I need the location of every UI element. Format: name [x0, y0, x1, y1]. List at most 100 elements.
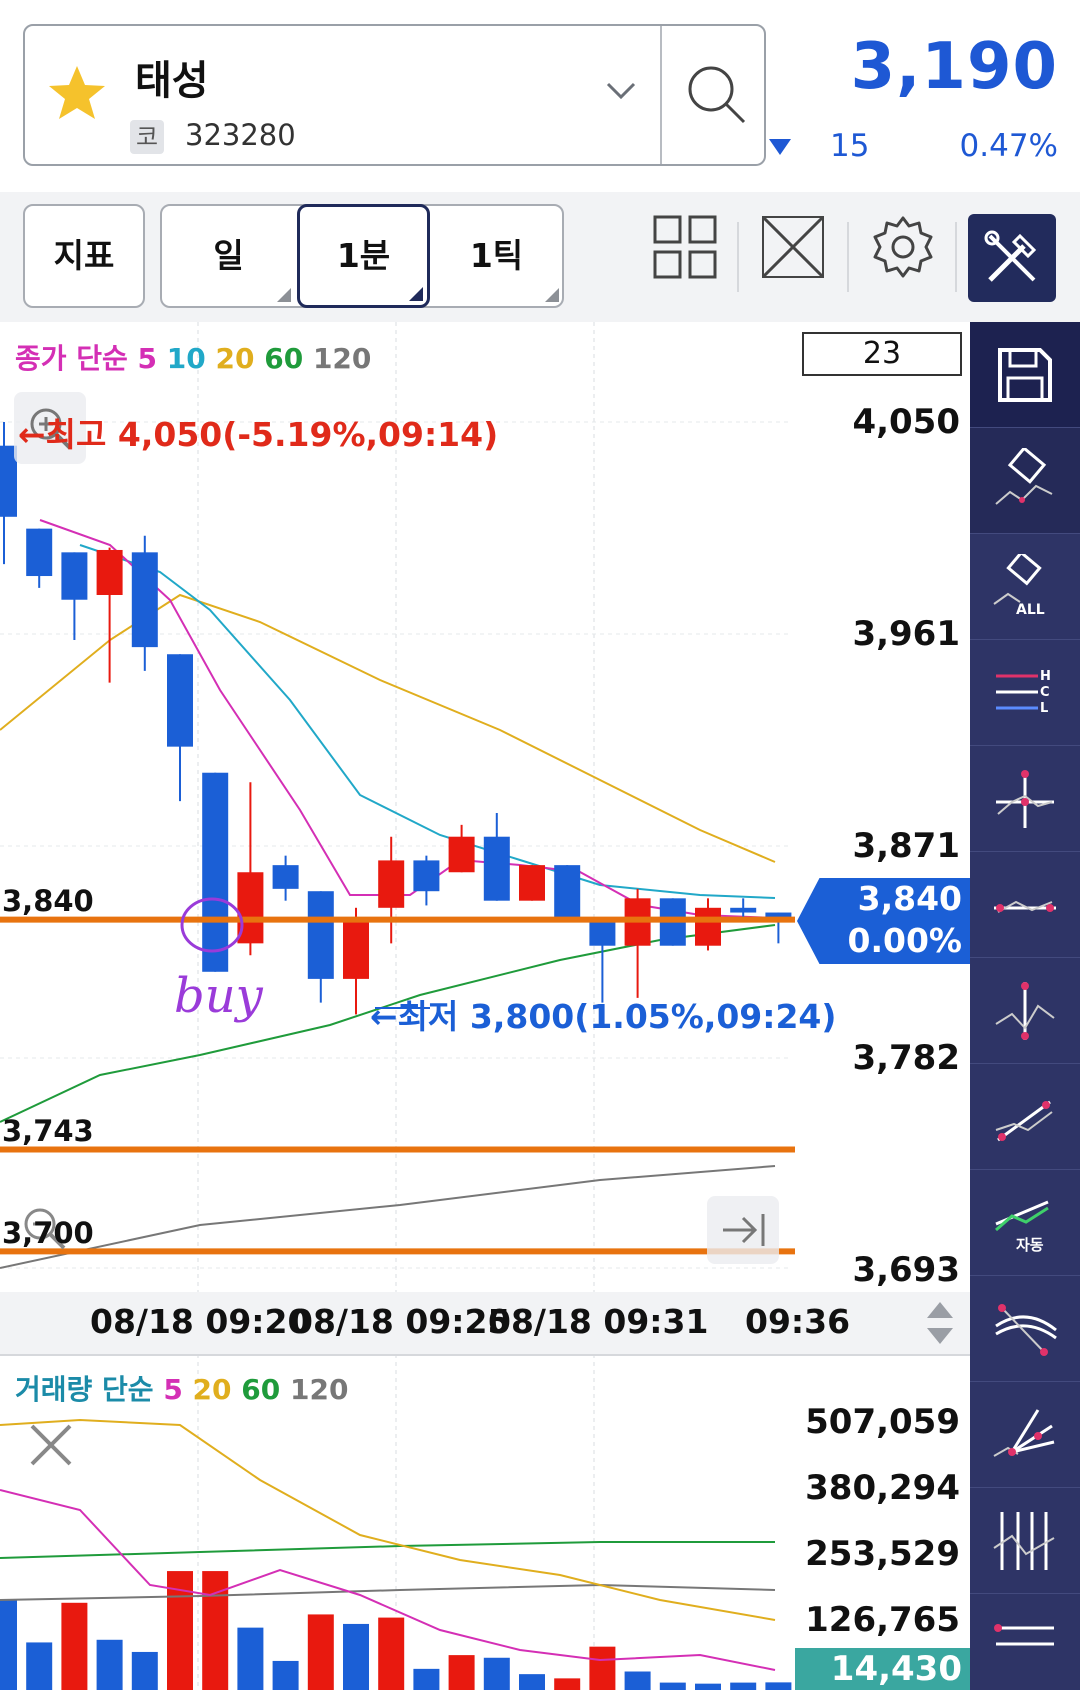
volume-bar: [589, 1646, 616, 1690]
volume-legend-prefix: 거래량 단순: [15, 1373, 154, 1406]
fan-tool-button[interactable]: [970, 1382, 1080, 1488]
volume-bar: [695, 1683, 721, 1690]
volume-bar: [483, 1657, 510, 1690]
crosshair-line-button[interactable]: [970, 746, 1080, 852]
current-price: 3,190: [850, 30, 1058, 104]
x-tick: 08/18 09:25: [290, 1302, 511, 1341]
y-tick: 3,961: [852, 614, 960, 654]
period-lines-button[interactable]: [970, 1488, 1080, 1594]
annotation-circle: [180, 897, 244, 953]
volume-bar: [343, 1623, 369, 1690]
candle-body: [0, 445, 17, 517]
resize-updown-icon[interactable]: [925, 1298, 955, 1348]
high-price-label: ←최고 4,050(-5.19%,09:14): [18, 408, 498, 456]
arc-tool-button[interactable]: [970, 1276, 1080, 1382]
layout-grid-icon[interactable]: [650, 212, 720, 282]
chevron-down-icon[interactable]: [605, 81, 637, 101]
price-change: 15: [830, 128, 870, 164]
volume-bar: [131, 1651, 158, 1690]
horizontal-line-button[interactable]: [970, 852, 1080, 958]
tab-1tick[interactable]: 1틱: [430, 206, 563, 306]
legend-vma20: 20: [192, 1373, 232, 1406]
volume-bar: [730, 1682, 757, 1690]
candle-body: [483, 836, 510, 901]
price-legend[interactable]: 종가 단순 5 10 20 60 120: [15, 337, 371, 377]
fan-icon: [993, 1409, 1055, 1457]
tab-1min[interactable]: 1분: [297, 204, 430, 308]
legend-vma60: 60: [241, 1373, 281, 1406]
vertical-line-button[interactable]: [970, 958, 1080, 1064]
y-tick: 4,050: [852, 402, 960, 442]
close-icon[interactable]: [28, 1422, 74, 1468]
price-volume-chart[interactable]: [0, 322, 970, 1690]
eraser-button[interactable]: [970, 428, 1080, 534]
toolbar-divider: [737, 222, 739, 292]
volume-bar: [765, 1682, 792, 1690]
erase-all-button[interactable]: ALL: [970, 534, 1080, 640]
hlc-line-button[interactable]: H C L: [970, 640, 1080, 746]
moving-average-line: [79, 544, 776, 899]
high-price-text: 최고 4,050(-5.19%,09:14): [45, 415, 499, 454]
volume-ma-line: [0, 1489, 776, 1671]
auto-trend-button[interactable]: 자동: [970, 1170, 1080, 1276]
volume-bar: [554, 1678, 581, 1690]
save-button[interactable]: [970, 322, 1080, 428]
candle-body: [202, 772, 229, 972]
drawing-sidebar: ALL H C L: [970, 322, 1080, 1690]
stock-code: 323280: [185, 118, 296, 152]
y-tick: 3,782: [852, 1038, 960, 1078]
down-triangle-icon: [769, 139, 791, 155]
drawing-tools-button[interactable]: [968, 214, 1056, 302]
svg-text:C: C: [1040, 685, 1050, 700]
stock-name: 태성: [135, 58, 209, 104]
trend-line-button[interactable]: [970, 1064, 1080, 1170]
candle-body: [167, 654, 193, 747]
volume-legend[interactable]: 거래량 단순 5 20 60 120: [15, 1368, 348, 1408]
scroll-to-latest-button[interactable]: [707, 1196, 779, 1264]
candle-body: [730, 907, 757, 913]
volume-bar: [0, 1600, 17, 1690]
volume-ma-line: [0, 1418, 776, 1621]
legend-ma20: 20: [215, 342, 255, 375]
eraser-icon: [995, 448, 1053, 505]
candle-body: [61, 552, 88, 600]
candle-body: [589, 922, 616, 946]
gear-icon[interactable]: [868, 212, 938, 282]
toolbar-divider: [847, 222, 849, 292]
volume-bar: [448, 1655, 475, 1690]
dropdown-corner-icon: [277, 288, 291, 302]
tab-1min-label: 1분: [336, 236, 391, 275]
dropdown-corner-icon: [409, 287, 423, 301]
search-icon: [688, 66, 746, 124]
channel-tool-button[interactable]: [970, 1594, 1080, 1700]
candle-body: [96, 549, 123, 595]
tab-day[interactable]: 일: [162, 206, 295, 306]
candle-count-box[interactable]: 23: [802, 332, 962, 376]
volume-bar: [237, 1627, 264, 1690]
search-button[interactable]: [660, 26, 768, 164]
x-tick: 09:36: [745, 1302, 851, 1341]
zoom-out-icon: [24, 1208, 66, 1250]
volume-bar: [272, 1660, 299, 1690]
time-axis[interactable]: 08/18 09:20 08/18 09:25 08/18 09:31 09:3…: [0, 1292, 970, 1354]
volume-bar: [96, 1639, 123, 1690]
fullscreen-icon[interactable]: [758, 212, 828, 282]
tab-1tick-label: 1틱: [469, 236, 524, 275]
stock-selector[interactable]: 태성 코 323280: [23, 24, 766, 166]
favorite-star-icon[interactable]: [47, 64, 107, 122]
zoom-in-button[interactable]: [14, 392, 86, 464]
zoom-out-button[interactable]: [14, 1198, 74, 1258]
legend-vma120: 120: [289, 1373, 349, 1406]
svg-text:L: L: [1040, 701, 1048, 716]
volume-bar: [378, 1617, 405, 1690]
price-change-row: 15 0.47%: [768, 128, 1058, 168]
volume-bar: [519, 1674, 545, 1690]
legend-ma10: 10: [166, 342, 206, 375]
volume-bar: [624, 1671, 651, 1690]
chart-toolbar: 지표 일 1분 1틱: [0, 192, 1080, 322]
price-change-pct: 0.47%: [959, 128, 1058, 164]
volume-bar: [413, 1668, 440, 1690]
trend-line-icon: [995, 1100, 1053, 1142]
indicator-button[interactable]: 지표: [23, 204, 145, 308]
candle-body: [343, 919, 369, 979]
